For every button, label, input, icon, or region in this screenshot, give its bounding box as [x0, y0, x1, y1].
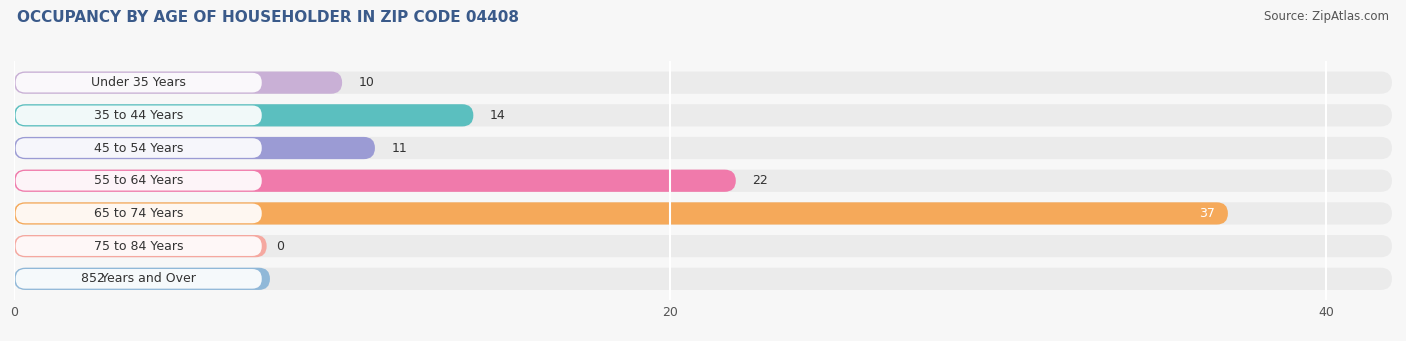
Text: 22: 22	[752, 174, 768, 187]
Text: 2: 2	[96, 272, 104, 285]
FancyBboxPatch shape	[15, 105, 262, 125]
FancyBboxPatch shape	[14, 202, 1227, 224]
Text: 14: 14	[489, 109, 506, 122]
FancyBboxPatch shape	[15, 73, 262, 92]
FancyBboxPatch shape	[15, 269, 262, 288]
FancyBboxPatch shape	[14, 104, 474, 127]
FancyBboxPatch shape	[14, 137, 1392, 159]
Text: 85 Years and Over: 85 Years and Over	[82, 272, 197, 285]
Text: 11: 11	[391, 142, 408, 154]
Text: 35 to 44 Years: 35 to 44 Years	[94, 109, 183, 122]
FancyBboxPatch shape	[14, 137, 375, 159]
FancyBboxPatch shape	[14, 72, 1392, 94]
Text: 0: 0	[277, 240, 284, 253]
FancyBboxPatch shape	[14, 202, 1392, 224]
Text: Source: ZipAtlas.com: Source: ZipAtlas.com	[1264, 10, 1389, 23]
Text: 55 to 64 Years: 55 to 64 Years	[94, 174, 183, 187]
FancyBboxPatch shape	[14, 235, 1392, 257]
FancyBboxPatch shape	[14, 104, 1392, 127]
FancyBboxPatch shape	[15, 204, 262, 223]
FancyBboxPatch shape	[15, 171, 262, 191]
FancyBboxPatch shape	[14, 169, 1392, 192]
Text: OCCUPANCY BY AGE OF HOUSEHOLDER IN ZIP CODE 04408: OCCUPANCY BY AGE OF HOUSEHOLDER IN ZIP C…	[17, 10, 519, 25]
Text: Under 35 Years: Under 35 Years	[91, 76, 186, 89]
Text: 65 to 74 Years: 65 to 74 Years	[94, 207, 183, 220]
FancyBboxPatch shape	[15, 138, 262, 158]
Text: 10: 10	[359, 76, 374, 89]
FancyBboxPatch shape	[14, 268, 1392, 290]
Text: 75 to 84 Years: 75 to 84 Years	[94, 240, 183, 253]
Text: 45 to 54 Years: 45 to 54 Years	[94, 142, 183, 154]
FancyBboxPatch shape	[14, 235, 267, 257]
FancyBboxPatch shape	[14, 169, 735, 192]
FancyBboxPatch shape	[14, 72, 342, 94]
FancyBboxPatch shape	[14, 268, 270, 290]
FancyBboxPatch shape	[15, 236, 262, 256]
Text: 37: 37	[1199, 207, 1215, 220]
